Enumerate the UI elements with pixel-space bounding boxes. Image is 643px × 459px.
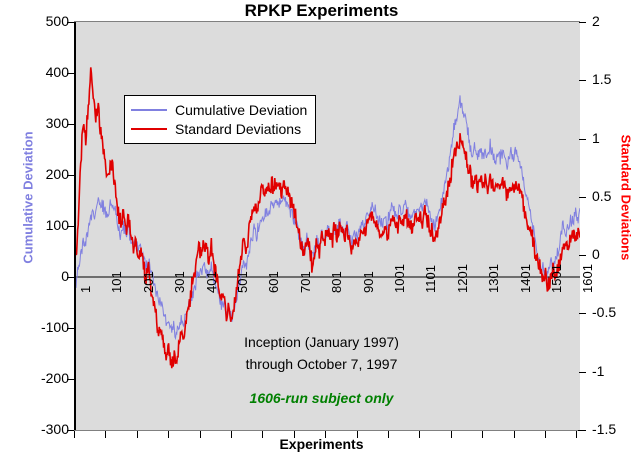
y-axis-right-tick-label: -1.5 bbox=[592, 421, 617, 437]
y-axis-left-tick-label: 200 bbox=[45, 166, 69, 182]
x-axis-tick-label: 101 bbox=[109, 271, 125, 293]
x-axis-tick-label: 1001 bbox=[392, 264, 408, 293]
y-axis-right-tick-label: 0.5 bbox=[592, 187, 612, 204]
x-axis-tick-label: 1101 bbox=[423, 265, 439, 293]
axis-spine-bottom bbox=[74, 430, 580, 431]
chart-legend: Cumulative Deviation Standard Deviations bbox=[124, 95, 317, 144]
y-axis-right-tick-mark bbox=[579, 313, 586, 314]
annotation-through-date: through October 7, 1997 bbox=[245, 356, 398, 372]
y-axis-left-tick-label: 100 bbox=[45, 217, 69, 233]
y-axis-left-tick-mark bbox=[67, 175, 74, 176]
x-axis-title: Experiments bbox=[279, 436, 364, 452]
x-axis-tick-mark bbox=[388, 431, 389, 438]
y-axis-right-tick-label: 0 bbox=[592, 246, 600, 263]
x-axis-tick-mark bbox=[231, 431, 232, 438]
y-axis-left-tick-mark bbox=[67, 124, 74, 125]
x-axis-tick-label: 701 bbox=[297, 271, 313, 293]
y-axis-left-tick-mark bbox=[67, 22, 74, 23]
x-axis-tick-mark bbox=[514, 431, 515, 438]
legend-swatch-standard-deviations bbox=[131, 127, 167, 130]
series-canvas bbox=[76, 67, 580, 369]
y-axis-right-tick-mark bbox=[579, 197, 586, 198]
legend-swatch-cumulative-deviation bbox=[131, 108, 167, 111]
x-axis-tick-label: 1601 bbox=[580, 264, 596, 293]
y-axis-right-tick-mark bbox=[579, 139, 586, 140]
y-axis-left-title: Cumulative Deviation bbox=[20, 131, 36, 264]
x-axis-tick-label: 1201 bbox=[454, 264, 470, 293]
annotation-inception: Inception (January 1997) bbox=[244, 334, 399, 350]
y-axis-left-tick-label: -300 bbox=[40, 421, 69, 437]
x-axis-tick-label: 1501 bbox=[549, 264, 565, 293]
y-axis-right-tick-mark bbox=[579, 22, 586, 23]
x-axis-tick-mark bbox=[451, 431, 452, 438]
y-axis-left-tick-label: 500 bbox=[45, 13, 69, 29]
legend-item-cumulative-deviation: Cumulative Deviation bbox=[131, 100, 307, 119]
y-axis-right-tick-label: 2 bbox=[592, 13, 600, 29]
x-axis-tick-mark bbox=[576, 431, 577, 438]
y-axis-right-tick-label: 1 bbox=[592, 129, 600, 146]
x-axis-tick-label: 1 bbox=[78, 285, 93, 293]
y-axis-left-tick-label: 400 bbox=[45, 64, 69, 80]
y-axis-right-tick-mark bbox=[579, 372, 586, 373]
y-axis-right-tick-mark bbox=[579, 80, 586, 81]
x-axis-tick-label: 601 bbox=[266, 271, 282, 293]
x-axis-tick-mark bbox=[168, 431, 169, 438]
y-axis-right-tick-mark bbox=[579, 430, 586, 431]
plot-area bbox=[74, 22, 580, 430]
x-axis-tick-label: 501 bbox=[235, 271, 250, 293]
x-axis-tick-label: 401 bbox=[203, 271, 219, 293]
x-axis-tick-mark bbox=[419, 431, 420, 438]
x-axis-tick-mark bbox=[294, 431, 295, 438]
x-axis-tick-label: 801 bbox=[329, 271, 345, 293]
y-axis-left-tick-label: -100 bbox=[40, 319, 69, 335]
axis-spine-top bbox=[74, 21, 580, 22]
y-axis-left-tick-mark bbox=[67, 73, 74, 74]
y-axis-left-tick-mark bbox=[67, 226, 74, 227]
x-axis-tick-mark bbox=[137, 431, 138, 438]
y-axis-left-tick-label: 300 bbox=[45, 115, 69, 131]
x-axis-tick-mark bbox=[105, 431, 106, 438]
chart-title: RPKP Experiments bbox=[244, 1, 399, 20]
y-axis-right-tick-label: -0.5 bbox=[592, 304, 617, 321]
x-axis-tick-mark bbox=[545, 431, 546, 438]
x-axis-tick-label: 201 bbox=[140, 271, 156, 293]
legend-item-standard-deviations: Standard Deviations bbox=[131, 119, 307, 138]
x-axis-tick-label: 301 bbox=[172, 271, 188, 293]
x-axis-tick-mark bbox=[200, 431, 201, 438]
y-axis-left-tick-label: -200 bbox=[40, 370, 69, 386]
annotation-subject-note: 1606-run subject only bbox=[249, 390, 394, 406]
y-axis-right-tick-label: 1.5 bbox=[592, 71, 612, 88]
series-line-standard-deviations bbox=[76, 67, 580, 369]
x-axis-tick-label: 1301 bbox=[486, 264, 502, 293]
legend-label-standard-deviations: Standard Deviations bbox=[175, 120, 302, 137]
x-axis-tick-mark bbox=[262, 431, 263, 438]
x-axis-tick-mark bbox=[74, 431, 75, 438]
x-axis-tick-mark bbox=[325, 431, 326, 438]
x-axis-tick-mark bbox=[482, 431, 483, 438]
legend-label-cumulative-deviation: Cumulative Deviation bbox=[175, 101, 308, 118]
y-axis-right-tick-label: -1 bbox=[592, 362, 605, 379]
y-axis-left-tick-mark bbox=[67, 430, 74, 431]
y-axis-left-tick-mark bbox=[67, 277, 74, 278]
y-axis-left-tick-mark bbox=[67, 379, 74, 380]
y-axis-right-tick-mark bbox=[579, 255, 586, 256]
y-axis-left-tick-label: 0 bbox=[61, 268, 69, 284]
x-axis-tick-label: 901 bbox=[360, 271, 376, 293]
x-axis-tick-mark bbox=[357, 431, 358, 438]
series-line-cumulative-deviation bbox=[76, 95, 580, 341]
y-axis-left-tick-mark bbox=[67, 328, 74, 329]
x-axis-tick-label: 1401 bbox=[517, 264, 533, 293]
